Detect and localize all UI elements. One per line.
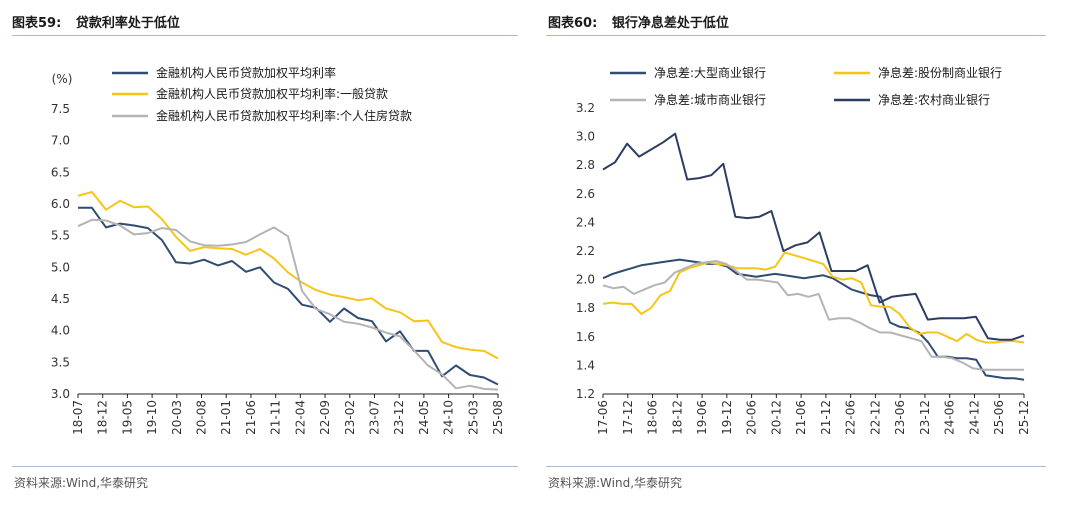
x-tick-label: 19-12 (720, 400, 734, 435)
y-tick-label: 7.0 (51, 134, 70, 148)
figure-title-text: 银行净息差处于低位 (611, 16, 729, 31)
x-tick-label: 24-05 (417, 400, 431, 435)
source-note: 资料来源:Wind,华泰研究 (548, 476, 683, 490)
series-line-2 (602, 251, 1025, 344)
y-tick-label: 3.0 (576, 130, 595, 144)
figure-title-text: 贷款利率处于低位 (75, 16, 180, 31)
x-tick-label: 21-06 (244, 400, 258, 435)
x-tick-label: 25-12 (1017, 400, 1031, 435)
legend-label: 净息差:大型商业银行 (654, 65, 766, 80)
loan-rate-line-chart: 3.0 3.5 4.0 4.5 5.0 5.5 6.0 6.5 7.0 7.5 (%) 18-07 18… (51, 65, 505, 435)
y-tick-label: 4.0 (51, 324, 70, 338)
x-tick-label: 17-06 (596, 400, 610, 435)
figure-title-59: 图表59: 贷款利率处于低位 (12, 12, 180, 31)
x-tick-label: 17-12 (621, 400, 635, 435)
x-tick-label: 23-06 (893, 400, 907, 435)
x-tick-label: 21-01 (219, 400, 233, 435)
x-tick-label: 18-12 (670, 400, 684, 435)
series-line-3 (77, 218, 499, 391)
figure-title-60: 图表60: 银行净息差处于低位 (548, 12, 729, 31)
x-tick-label: 20-06 (745, 400, 759, 435)
x-tick-label: 24-06 (943, 400, 957, 435)
y-tick-label: 1.8 (576, 301, 595, 315)
y-tick-label: 3.2 (576, 101, 595, 115)
y-axis-label: (%) (52, 72, 73, 86)
x-tick-label: 23-02 (343, 400, 357, 435)
y-tick-label: 5.5 (51, 229, 70, 243)
x-tick-label: 23-07 (367, 400, 381, 435)
x-tick-label: 22-06 (844, 400, 858, 435)
source-rule (12, 466, 518, 467)
y-tick-label: 2.8 (576, 158, 595, 172)
figure-number: 图表59: (12, 16, 62, 31)
x-tick-label: 20-03 (170, 400, 184, 435)
legend-label: 金融机构人民币贷款加权平均利率 (156, 65, 336, 80)
y-tick-label: 2.2 (576, 244, 595, 258)
title-rule (546, 35, 1046, 36)
x-tick-label: 18-12 (96, 400, 110, 435)
y-tick-label: 6.0 (51, 197, 70, 211)
x-tick-label: 20-08 (195, 400, 209, 435)
x-tick-label: 23-12 (918, 400, 932, 435)
x-tick-label: 21-12 (819, 400, 833, 435)
nim-line-chart: 1.2 1.4 1.6 1.8 2.0 2.2 2.4 2.6 2.8 3.0 3.2 17-06 17… (576, 65, 1031, 435)
x-tick-label: 23-12 (392, 400, 406, 435)
x-tick-label: 24-12 (967, 400, 981, 435)
figure-number: 图表60: (548, 16, 598, 31)
x-tick-label: 21-11 (269, 400, 283, 435)
y-tick-label: 3.5 (51, 355, 70, 369)
y-tick-label: 6.5 (51, 165, 70, 179)
y-tick-label: 5.0 (51, 260, 70, 274)
y-tick-label: 1.2 (576, 387, 595, 401)
y-tick-label: 1.4 (576, 358, 595, 372)
series-line-4 (602, 132, 1025, 341)
source-rule (546, 466, 1046, 467)
series-line-2 (77, 191, 499, 360)
y-tick-label: 1.6 (576, 330, 595, 344)
x-tick-label: 25-06 (992, 400, 1006, 435)
x-tick-label: 19-10 (145, 400, 159, 435)
y-tick-label: 7.5 (51, 102, 70, 116)
x-tick-label: 18-07 (71, 400, 85, 435)
x-tick-label: 18-06 (646, 400, 660, 435)
x-tick-label: 19-06 (695, 400, 709, 435)
legend-label: 金融机构人民币贷款加权平均利率:个人住房贷款 (156, 108, 412, 123)
source-note: 资料来源:Wind,华泰研究 (14, 476, 149, 490)
x-tick-label: 22-04 (293, 400, 307, 435)
legend-label: 净息差:股份制商业银行 (878, 65, 1002, 80)
legend-label: 净息差:城市商业银行 (654, 92, 766, 107)
title-rule (12, 35, 518, 36)
x-tick-label: 24-10 (442, 400, 456, 435)
series-line-1 (602, 258, 1025, 381)
legend-label: 金融机构人民币贷款加权平均利率:一般贷款 (156, 86, 388, 101)
series-line-1 (78, 206, 499, 386)
y-tick-label: 2.4 (576, 215, 595, 229)
y-tick-label: 2.6 (576, 187, 595, 201)
x-tick-label: 19-05 (120, 400, 134, 435)
y-tick-label: 3.0 (51, 387, 70, 401)
x-tick-label: 20-12 (769, 400, 783, 435)
series-line-3 (602, 260, 1024, 371)
x-tick-label: 22-09 (318, 400, 332, 435)
y-tick-label: 4.5 (51, 292, 70, 306)
x-tick-label: 25-03 (466, 400, 480, 435)
x-tick-label: 25-08 (491, 400, 505, 435)
legend-label: 净息差:农村商业银行 (878, 92, 990, 107)
y-tick-label: 2.0 (576, 273, 595, 287)
x-tick-label: 22-12 (868, 400, 882, 435)
x-tick-label: 21-06 (794, 400, 808, 435)
